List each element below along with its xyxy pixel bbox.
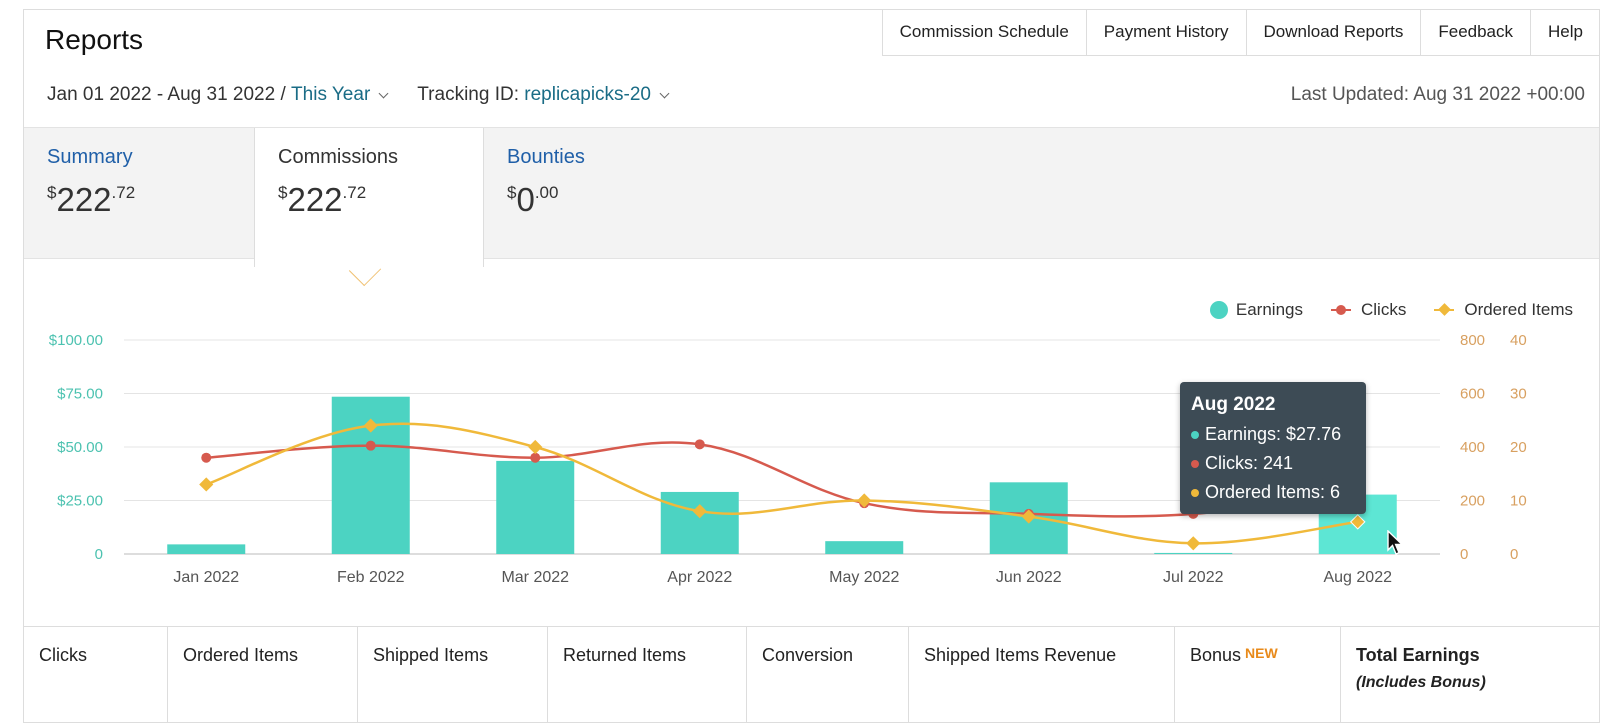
ordered-items-point: [1021, 509, 1036, 524]
earnings-bar: [167, 544, 246, 554]
tab-commissions[interactable]: Commissions $222.72: [254, 128, 484, 267]
right-outer-axis-tick: 0: [1510, 546, 1518, 563]
x-axis-tick: Aug 2022: [1323, 569, 1392, 586]
right-axis-tick: 800: [1460, 332, 1485, 349]
top-links-bar: Commission Schedule Payment History Down…: [881, 9, 1600, 56]
help-link[interactable]: Help: [1548, 22, 1583, 41]
earnings-marker-icon: [1209, 301, 1228, 319]
last-updated: Last Updated: Aug 31 2022 +00:00: [1290, 84, 1585, 105]
tooltip-clicks: Clicks: 241: [1205, 453, 1294, 473]
earnings-bar: [496, 460, 575, 554]
clicks-point: [201, 452, 212, 463]
chevron-down-icon[interactable]: [659, 88, 670, 98]
x-axis-tick: May 2022: [829, 569, 899, 586]
left-axis-tick: 0: [95, 546, 103, 563]
x-axis-tick: Mar 2022: [501, 569, 569, 586]
tab-summary[interactable]: Summary $222.72: [24, 128, 254, 260]
earnings-bar: [1154, 552, 1233, 554]
report-tabs: Summary $222.72 Commissions $222.72 Boun…: [24, 127, 1599, 267]
left-axis-tick: $100.00: [49, 332, 103, 349]
ordered-items-point: [692, 504, 707, 519]
ordered-items-point: [363, 418, 378, 433]
right-outer-axis-tick: 20: [1510, 439, 1527, 456]
mouse-cursor-icon: [1387, 530, 1404, 555]
tooltip-ordered: Ordered Items: 6: [1205, 482, 1341, 502]
right-axis-tick: 0: [1460, 546, 1468, 563]
right-outer-axis-tick: 40: [1510, 332, 1527, 349]
ordered-items-point: [528, 439, 543, 455]
chart-tooltip: Aug 2022 Earnings: $27.76 Clicks: 241 Or…: [1180, 382, 1366, 514]
feedback-link[interactable]: Feedback: [1421, 9, 1532, 55]
x-axis-tick: Jul 2022: [1163, 569, 1224, 586]
tab-commissions-value: $222.72: [278, 181, 367, 218]
left-axis-tick: $50.00: [57, 439, 103, 456]
ordered-items-point: [1186, 536, 1201, 551]
clicks-line: [206, 441, 1358, 518]
tab-summary-value: $222.72: [47, 181, 136, 218]
tooltip-title: Aug 2022: [1191, 394, 1276, 415]
right-axis-tick: 400: [1460, 439, 1485, 456]
tooltip-earnings: Earnings: $27.76: [1205, 424, 1342, 444]
column-ordered-items: Ordered Items: [168, 627, 358, 723]
tracking-label: Tracking ID:: [417, 84, 519, 105]
clicks-point: [694, 439, 705, 450]
payment-history-link[interactable]: Payment History: [1087, 9, 1247, 55]
x-axis-tick: Apr 2022: [667, 569, 732, 586]
earnings-bar: [660, 491, 739, 554]
earnings-bar: [825, 541, 904, 554]
clicks-point: [365, 440, 376, 451]
column-returned-items: Returned Items: [548, 627, 747, 723]
x-axis-tick: Feb 2022: [337, 569, 405, 586]
chevron-down-icon[interactable]: [378, 88, 389, 98]
tab-bounties-label: Bounties: [507, 146, 585, 168]
earnings-chart: 0 0 0 $25.00 200 10 $50.00 400 20 $75.00 600 30 $100…: [49, 332, 1527, 586]
tab-bounties[interactable]: Bounties $0.00: [484, 128, 714, 260]
tab-commissions-label: Commissions: [278, 146, 399, 168]
column-shipped-items: Shipped Items: [358, 627, 548, 723]
column-bonus: Bonus NEW: [1175, 627, 1341, 723]
column-clicks: Clicks: [24, 627, 168, 723]
right-outer-axis-tick: 30: [1510, 386, 1527, 403]
earnings-bullet-icon: [1191, 430, 1199, 439]
ordered-items-point: [1349, 514, 1366, 530]
download-reports-link[interactable]: Download Reports: [1247, 9, 1422, 55]
ordered-items-line: [205, 422, 1358, 545]
left-axis-tick: $75.00: [57, 386, 103, 403]
metrics-columns: Clicks Ordered Items Shipped Items Retur…: [24, 626, 1599, 723]
clicks-marker-icon: [1331, 305, 1351, 315]
commission-schedule-link[interactable]: Commission Schedule: [883, 9, 1087, 55]
date-range-text: Jan 01 2022 - Aug 31 2022 /: [47, 84, 286, 105]
right-outer-axis-tick: 10: [1510, 493, 1527, 510]
x-axis-tick: Jan 2022: [173, 569, 239, 586]
column-conversion: Conversion: [747, 627, 909, 723]
legend-earnings[interactable]: Earnings: [1209, 300, 1303, 320]
ordered-items-point: [199, 477, 214, 492]
chart-legend: Earnings Clicks Ordered Items: [1182, 300, 1573, 320]
column-shipped-items-revenue: Shipped Items Revenue: [909, 627, 1175, 723]
clicks-point: [530, 452, 541, 463]
x-axis-tick: Jun 2022: [996, 569, 1062, 586]
ordered-bullet-icon: [1191, 488, 1199, 497]
legend-ordered-items[interactable]: Ordered Items: [1434, 300, 1573, 320]
page-title: Reports: [45, 24, 144, 55]
tracking-id-dropdown[interactable]: replicapicks-20: [524, 84, 652, 105]
clicks-bullet-icon: [1191, 459, 1199, 468]
left-axis-tick: $25.00: [57, 493, 103, 510]
ordered-items-point: [857, 493, 872, 508]
period-dropdown[interactable]: This Year: [291, 84, 371, 105]
filter-row: Jan 01 2022 - Aug 31 2022 / This Year Tr…: [47, 84, 670, 106]
legend-clicks[interactable]: Clicks: [1331, 300, 1406, 320]
ordered-items-marker-icon: [1434, 303, 1455, 316]
right-axis-tick: 600: [1460, 386, 1485, 403]
new-badge: NEW: [1245, 645, 1278, 661]
tab-bounties-value: $0.00: [507, 181, 559, 218]
column-total-earnings: Total Earnings (Includes Bonus): [1356, 645, 1486, 691]
right-axis-tick: 200: [1460, 493, 1485, 510]
tab-summary-label: Summary: [47, 146, 133, 168]
